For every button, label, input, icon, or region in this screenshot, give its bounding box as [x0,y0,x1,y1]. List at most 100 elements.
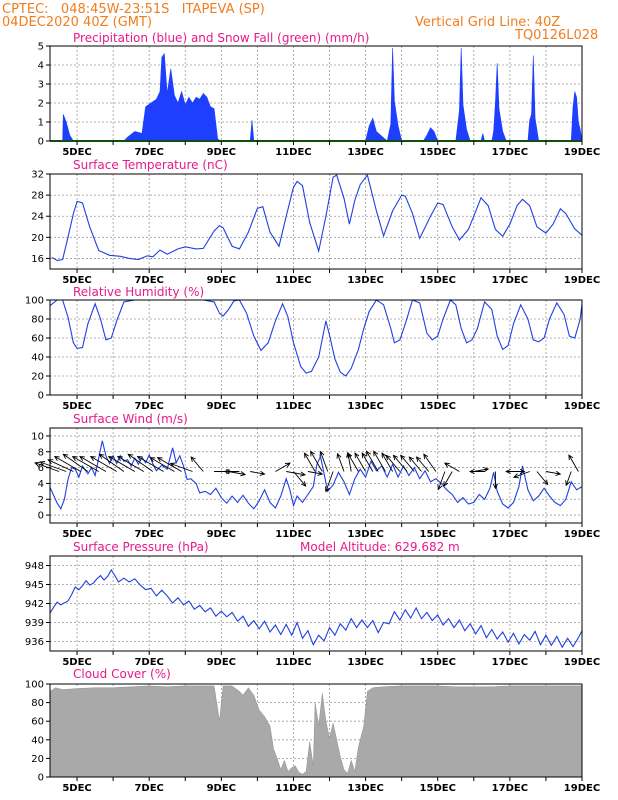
x-tick-label: 17DEC [492,529,528,540]
panel-frame [49,299,583,396]
y-tick-label: 936 [25,637,44,648]
x-tick-label: 13DEC [347,657,383,668]
x-tick-label: 17DEC [492,147,528,158]
wind-arrow [250,470,266,476]
panel-title: Precipitation (blue) and Snow Fall (gree… [73,31,369,45]
y-tick-label: 100 [25,296,44,307]
wind-arrow [303,452,316,472]
x-tick-label: 13DEC [347,275,383,286]
y-tick-label: 40 [31,735,44,746]
series-line [49,440,583,511]
x-tick-label: 15DEC [420,401,456,412]
y-tick-label: 939 [25,618,44,629]
wind-arrow [443,471,453,487]
x-tick-label: 9DEC [207,275,236,286]
precipitation-bars [62,47,583,142]
panel-5: 936 939 942 945 948 5DEC 7DEC 9DEC 11DEC 13DEC 15D… [25,540,600,668]
y-tick-label: 8 [38,447,44,458]
panel-title: Cloud Cover (%) [73,667,171,681]
panel-frame [49,45,583,142]
wind-arrow [423,453,437,472]
y-tick-label: 5 [38,42,44,53]
x-tick-label: 11DEC [275,147,311,158]
x-tick-label: 5DEC [62,529,91,540]
wind-arrow [169,462,193,472]
wind-arrow [319,450,329,472]
y-tick-label: 20 [31,233,44,244]
x-tick-label: 19DEC [564,147,600,158]
wind-arrow [545,470,562,476]
x-tick-label: 5DEC [62,401,91,412]
y-tick-label: 1 [38,118,44,129]
y-tick-label: 80 [31,698,44,709]
x-tick-label: 19DEC [564,657,600,668]
panel-subtitle: Model Altitude: 629.682 m [300,540,460,554]
y-tick-label: 10 [31,431,44,442]
wind-arrow [107,455,136,472]
panel-frame [49,427,583,524]
wind-arrow [286,471,307,477]
y-tick-label: 6 [38,463,44,474]
x-tick-label: 13DEC [347,401,383,412]
y-tick-label: 60 [31,717,44,728]
x-tick-label: 17DEC [492,657,528,668]
x-tick-label: 11DEC [275,275,311,286]
panel-6: 0 20 40 60 80 100 5DEC 7DEC 9DEC 11DEC 13DEC 15DEC 1… [25,667,600,794]
panel-title: Surface Pressure (hPa) [73,540,209,554]
x-tick-label: 15DEC [420,783,456,794]
wind-arrow [190,456,204,472]
panel-3: 0 20 40 60 80 100 5DEC 7DEC 9DEC 11DEC 13DEC 15DEC 1… [25,285,600,412]
wind-arrow [293,471,307,487]
x-tick-label: 7DEC [134,147,163,158]
y-tick-label: 0 [38,511,44,522]
y-tick-label: 0 [38,391,44,402]
wind-arrow [156,457,182,472]
x-tick-label: 13DEC [347,529,383,540]
wind-arrow [98,453,125,472]
wind-arrow [275,462,291,472]
cloud-cover-area [49,685,583,778]
y-tick-label: 942 [25,599,44,610]
wind-arrow [365,450,379,472]
wind-arrow [415,456,430,472]
x-tick-label: 15DEC [420,657,456,668]
x-tick-label: 9DEC [207,401,236,412]
x-tick-label: 15DEC [420,529,456,540]
x-tick-label: 19DEC [564,529,600,540]
x-tick-label: 11DEC [275,783,311,794]
y-tick-label: 20 [31,754,44,765]
series-line [49,568,583,649]
wind-arrow [149,457,175,472]
wind-arrow [89,455,117,472]
y-tick-label: 2 [38,495,44,506]
panel-2: 16 20 24 28 32 5DEC 7DEC 9DEC 11DEC 13DEC 15DEC 17D… [31,158,600,286]
header-station: CPTEC: 048:45W-23:51S ITAPEVA (SP) [2,2,265,17]
y-tick-label: 16 [31,254,44,265]
wind-arrow [536,471,549,486]
wind-arrow [568,454,579,472]
wind-arrow [53,455,81,472]
x-tick-label: 17DEC [492,401,528,412]
wind-arrow [381,452,393,472]
panel-1: 0 1 2 3 4 5 5DEC 7DEC 9DEC 11DEC 13DEC 15DEC 17DEC 19… [38,31,601,158]
x-tick-label: 13DEC [347,147,383,158]
x-tick-label: 15DEC [420,147,456,158]
wind-arrow [361,452,374,472]
y-tick-label: 3 [38,80,44,91]
x-tick-label: 19DEC [564,401,600,412]
header-run-time: 04DEC2020 40Z (GMT) [2,15,152,30]
wind-arrow [136,455,164,472]
x-tick-label: 11DEC [275,529,311,540]
y-tick-label: 4 [38,61,44,72]
y-tick-label: 40 [31,353,44,364]
wind-arrow [127,453,154,472]
y-tick-label: 2 [38,99,44,110]
x-tick-label: 11DEC [275,401,311,412]
header-model-id: TQ0126L028 [514,28,598,43]
series-line [51,173,583,262]
x-tick-label: 19DEC [564,275,600,286]
wind-arrow [307,470,324,476]
panel-title: Surface Temperature (nC) [73,158,228,172]
y-tick-label: 4 [38,479,44,490]
